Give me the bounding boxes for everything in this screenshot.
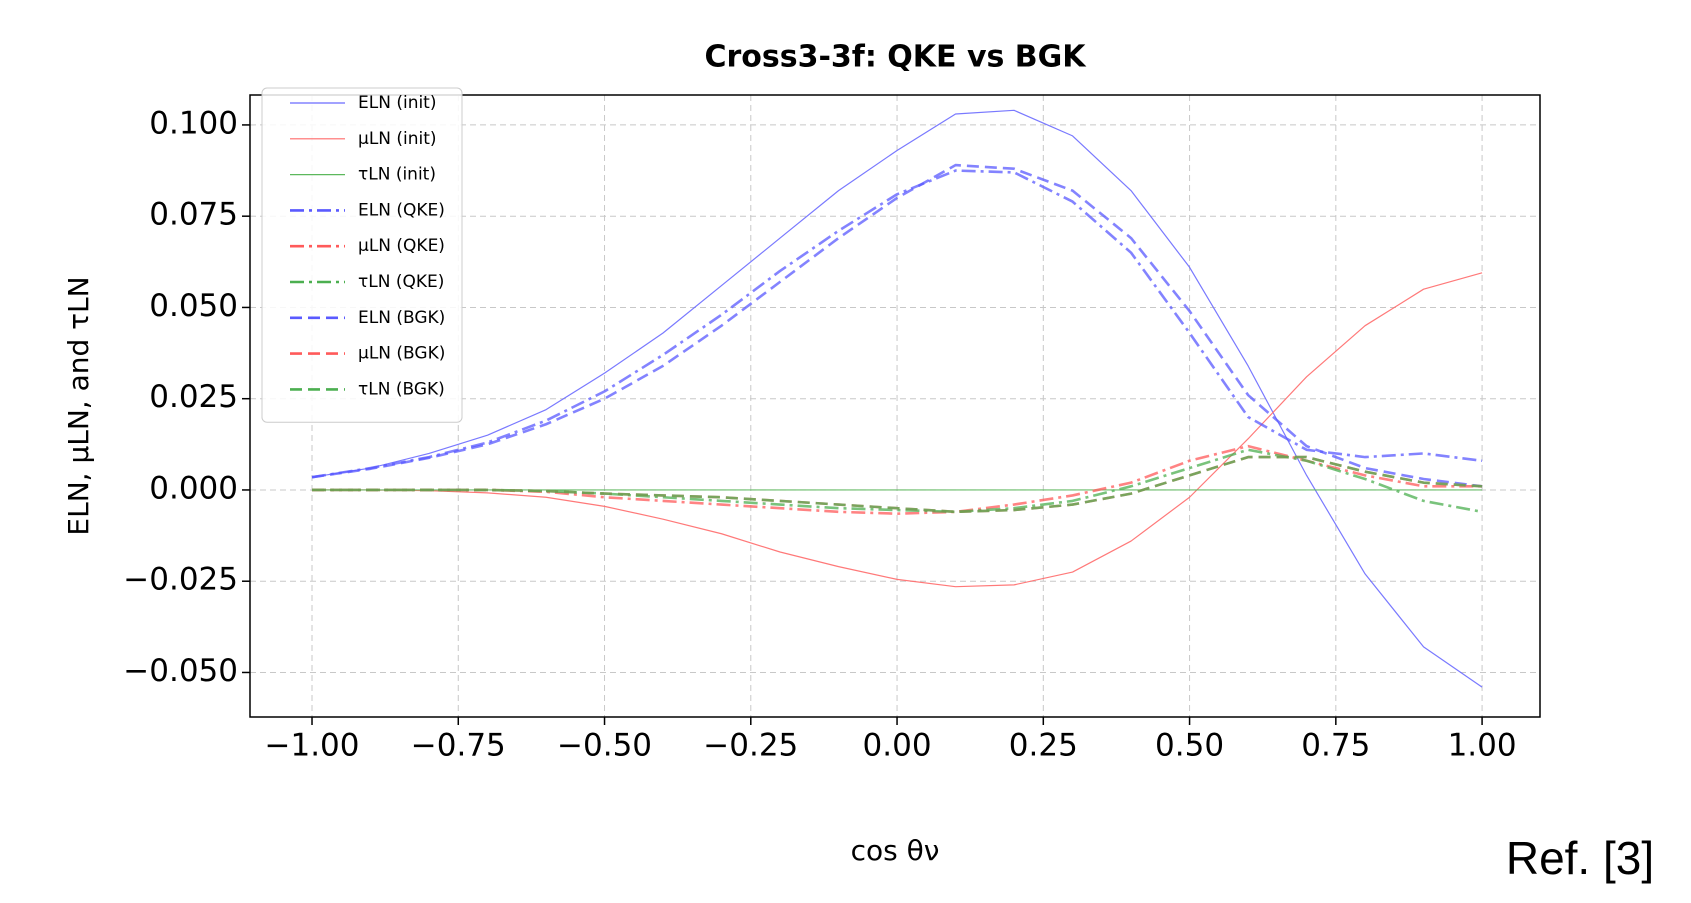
chart-title: Cross3-3f: QKE vs BGK xyxy=(704,40,1087,75)
x-axis-label: cos θν xyxy=(851,834,940,867)
x-tick-label: 0.00 xyxy=(863,728,932,764)
legend-box xyxy=(261,87,463,423)
x-tick-label: 0.25 xyxy=(1009,728,1078,764)
y-tick-label: 0.000 xyxy=(149,470,238,506)
series-line xyxy=(311,169,1483,479)
legend-label: μLN (QKE) xyxy=(358,236,445,256)
legend-label: μLN (BGK) xyxy=(358,344,445,364)
y-tick-label: 0.050 xyxy=(149,288,238,324)
x-tick-label: 0.75 xyxy=(1301,728,1370,764)
legend-label: ELN (QKE) xyxy=(358,200,445,220)
reference-note: Ref. [3] xyxy=(1506,832,1654,884)
x-tick-label: 0.50 xyxy=(1155,728,1224,764)
legend-label: μLN (init) xyxy=(358,129,437,149)
y-tick-label: 0.075 xyxy=(149,197,238,233)
legend: ELN (init) μLN (init) τLN (init) ELN (QKE) μ… xyxy=(261,87,463,423)
y-axis-label: ELN, μLN, and τLN xyxy=(62,276,95,535)
x-tick-label: −0.75 xyxy=(411,728,506,764)
series-line xyxy=(311,163,1483,488)
legend-label: ELN (BGK) xyxy=(358,308,445,328)
legend-label: τLN (init) xyxy=(358,165,436,185)
legend-label: τLN (QKE) xyxy=(358,272,444,292)
legend-label: ELN (init) xyxy=(358,93,436,113)
x-tick-label: 1.00 xyxy=(1448,728,1517,764)
x-tick-label: −0.50 xyxy=(557,728,652,764)
y-tick-label: 0.100 xyxy=(149,105,238,141)
x-tick-label: −0.25 xyxy=(703,728,798,764)
y-tick-label: −0.050 xyxy=(123,653,238,689)
x-tick-label: −1.00 xyxy=(265,728,360,764)
series-line xyxy=(312,455,1483,514)
plot-frame xyxy=(249,94,1541,718)
legend-label: τLN (BGK) xyxy=(358,379,445,399)
y-tick-label: 0.025 xyxy=(149,379,238,415)
series-line xyxy=(312,272,1483,588)
y-tick-label: −0.025 xyxy=(123,562,238,598)
